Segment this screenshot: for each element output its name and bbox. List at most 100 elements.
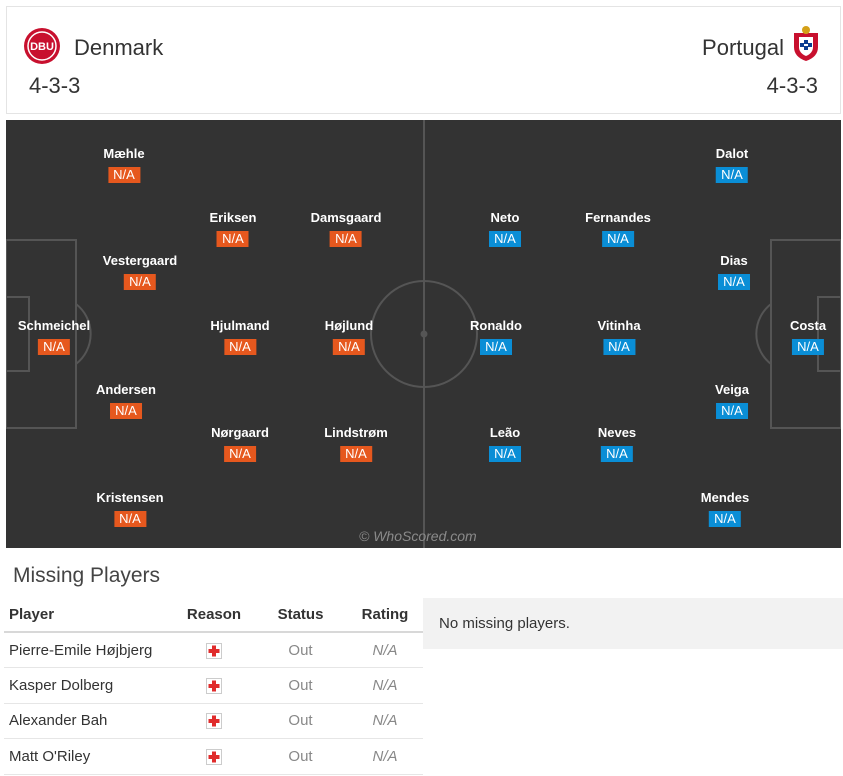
player-name: Vitinha xyxy=(597,318,641,333)
injury-cross-icon xyxy=(206,642,222,659)
player-name: Mæhle xyxy=(103,146,145,161)
missing-player-name[interactable]: Pierre-Emile Højbjerg xyxy=(4,632,174,668)
status-cell: Out xyxy=(254,667,347,704)
reason-cell xyxy=(174,703,254,739)
away-player[interactable]: Neves N/A xyxy=(598,425,636,463)
watermark: © WhoScored.com xyxy=(359,528,477,544)
away-player[interactable]: Fernandes N/A xyxy=(585,210,651,248)
table-row: Matt O'Riley Out N/A xyxy=(4,738,423,775)
player-rating-badge: N/A xyxy=(107,167,140,183)
home-player[interactable]: Mæhle N/A xyxy=(103,146,145,184)
away-missing-panel: No missing players. xyxy=(423,598,843,649)
status-cell: Out xyxy=(254,703,347,739)
away-player[interactable]: Costa N/A xyxy=(790,318,826,356)
injury-cross-icon xyxy=(206,713,222,730)
home-team-name[interactable]: Denmark xyxy=(74,35,164,60)
player-rating-badge: N/A xyxy=(489,231,521,247)
away-player[interactable]: Dias N/A xyxy=(718,253,750,291)
match-header: DBU Denmark 4-3-3 Portugal 4-3-3 xyxy=(6,6,841,114)
player-rating-badge: N/A xyxy=(601,446,633,462)
rating-cell: N/A xyxy=(347,703,423,739)
player-rating-badge: N/A xyxy=(602,231,634,247)
home-player[interactable]: Hjulmand N/A xyxy=(210,318,270,356)
table-row: Alexander Bah Out N/A xyxy=(4,703,423,739)
away-player[interactable]: Leão N/A xyxy=(489,425,521,463)
away-player[interactable]: Neto N/A xyxy=(489,210,521,248)
away-player[interactable]: Mendes N/A xyxy=(701,490,749,528)
away-player[interactable]: Veiga N/A xyxy=(715,382,749,420)
reason-cell xyxy=(174,632,254,668)
player-name: Veiga xyxy=(715,382,749,397)
player-rating-badge: N/A xyxy=(124,274,156,290)
rating-cell: N/A xyxy=(347,632,423,668)
player-name: Fernandes xyxy=(585,210,651,225)
home-player[interactable]: Schmeichel N/A xyxy=(18,318,90,356)
portugal-crest-icon xyxy=(794,26,818,61)
player-name: Costa xyxy=(789,318,827,333)
player-rating-badge: N/A xyxy=(709,511,741,527)
reason-cell xyxy=(174,667,254,704)
home-formation: 4-3-3 xyxy=(29,73,81,98)
player-name: Hjulmand xyxy=(210,318,270,333)
injury-cross-icon xyxy=(206,677,222,694)
player-name: Eriksen xyxy=(209,210,257,225)
crest-text: DBU xyxy=(30,41,54,53)
home-player[interactable]: Vestergaard N/A xyxy=(103,253,177,291)
missing-player-name[interactable]: Matt O'Riley xyxy=(4,738,174,775)
no-missing-message: No missing players. xyxy=(439,615,570,632)
player-name: Kristensen xyxy=(96,490,164,505)
home-player[interactable]: Andersen N/A xyxy=(96,382,156,420)
player-name: Ronaldo xyxy=(470,318,522,333)
missing-players-title: Missing Players xyxy=(13,564,161,587)
home-player[interactable]: Lindstrøm N/A xyxy=(324,425,388,463)
player-rating-badge: N/A xyxy=(792,339,824,355)
home-player[interactable]: Nørgaard N/A xyxy=(211,425,269,463)
player-rating-badge: N/A xyxy=(223,339,256,355)
table-header-row: Player Reason Status Rating xyxy=(4,598,423,633)
away-player[interactable]: Ronaldo N/A xyxy=(470,318,522,356)
home-player[interactable]: Højlund N/A xyxy=(325,318,373,356)
player-rating-badge: N/A xyxy=(37,339,70,355)
player-name: Højlund xyxy=(324,318,374,333)
player-name: Neto xyxy=(490,210,520,225)
player-rating-badge: N/A xyxy=(216,231,249,247)
missing-player-name[interactable]: Kasper Dolberg xyxy=(4,667,174,704)
player-rating-badge: N/A xyxy=(223,446,256,462)
missing-player-name[interactable]: Alexander Bah xyxy=(4,703,174,739)
home-player[interactable]: Damsgaard N/A xyxy=(310,210,382,248)
column-header-status: Status xyxy=(254,598,347,633)
player-name: Mendes xyxy=(700,490,750,505)
away-player[interactable]: Vitinha N/A xyxy=(597,318,641,356)
player-rating-badge: N/A xyxy=(330,231,362,247)
home-player[interactable]: Eriksen N/A xyxy=(209,210,257,248)
player-name: Nørgaard xyxy=(211,425,269,440)
player-rating-badge: N/A xyxy=(340,446,372,462)
column-header-player: Player xyxy=(4,598,174,633)
player-rating-badge: N/A xyxy=(332,339,365,355)
column-header-reason: Reason xyxy=(174,598,254,633)
player-rating-badge: N/A xyxy=(602,339,635,355)
away-player[interactable]: Dalot N/A xyxy=(715,146,749,184)
status-cell: Out xyxy=(254,738,347,775)
player-rating-badge: N/A xyxy=(110,403,142,419)
away-formation: 4-3-3 xyxy=(766,73,818,98)
table-row: Pierre-Emile Højbjerg Out N/A xyxy=(4,632,423,668)
rating-cell: N/A xyxy=(347,738,423,775)
player-name: Leão xyxy=(489,425,521,440)
player-rating-badge: N/A xyxy=(716,167,748,183)
player-rating-badge: N/A xyxy=(480,339,512,355)
home-player[interactable]: Kristensen N/A xyxy=(96,490,164,528)
status-cell: Out xyxy=(254,632,347,668)
away-team-name[interactable]: Portugal xyxy=(702,35,784,60)
player-name: Damsgaard xyxy=(310,210,382,225)
player-name: Andersen xyxy=(96,382,156,397)
player-name: Schmeichel xyxy=(17,318,91,333)
table-row: Kasper Dolberg Out N/A xyxy=(4,667,423,704)
player-rating-badge: N/A xyxy=(718,274,750,290)
player-rating-badge: N/A xyxy=(716,403,748,419)
player-rating-badge: N/A xyxy=(113,511,146,527)
player-name: Dalot xyxy=(715,146,749,161)
player-name: Vestergaard xyxy=(102,253,178,268)
pitch: Mæhle N/A Eriksen N/A Damsgaard N/A Vestergaar… xyxy=(6,120,841,548)
player-name: Neves xyxy=(597,425,637,440)
